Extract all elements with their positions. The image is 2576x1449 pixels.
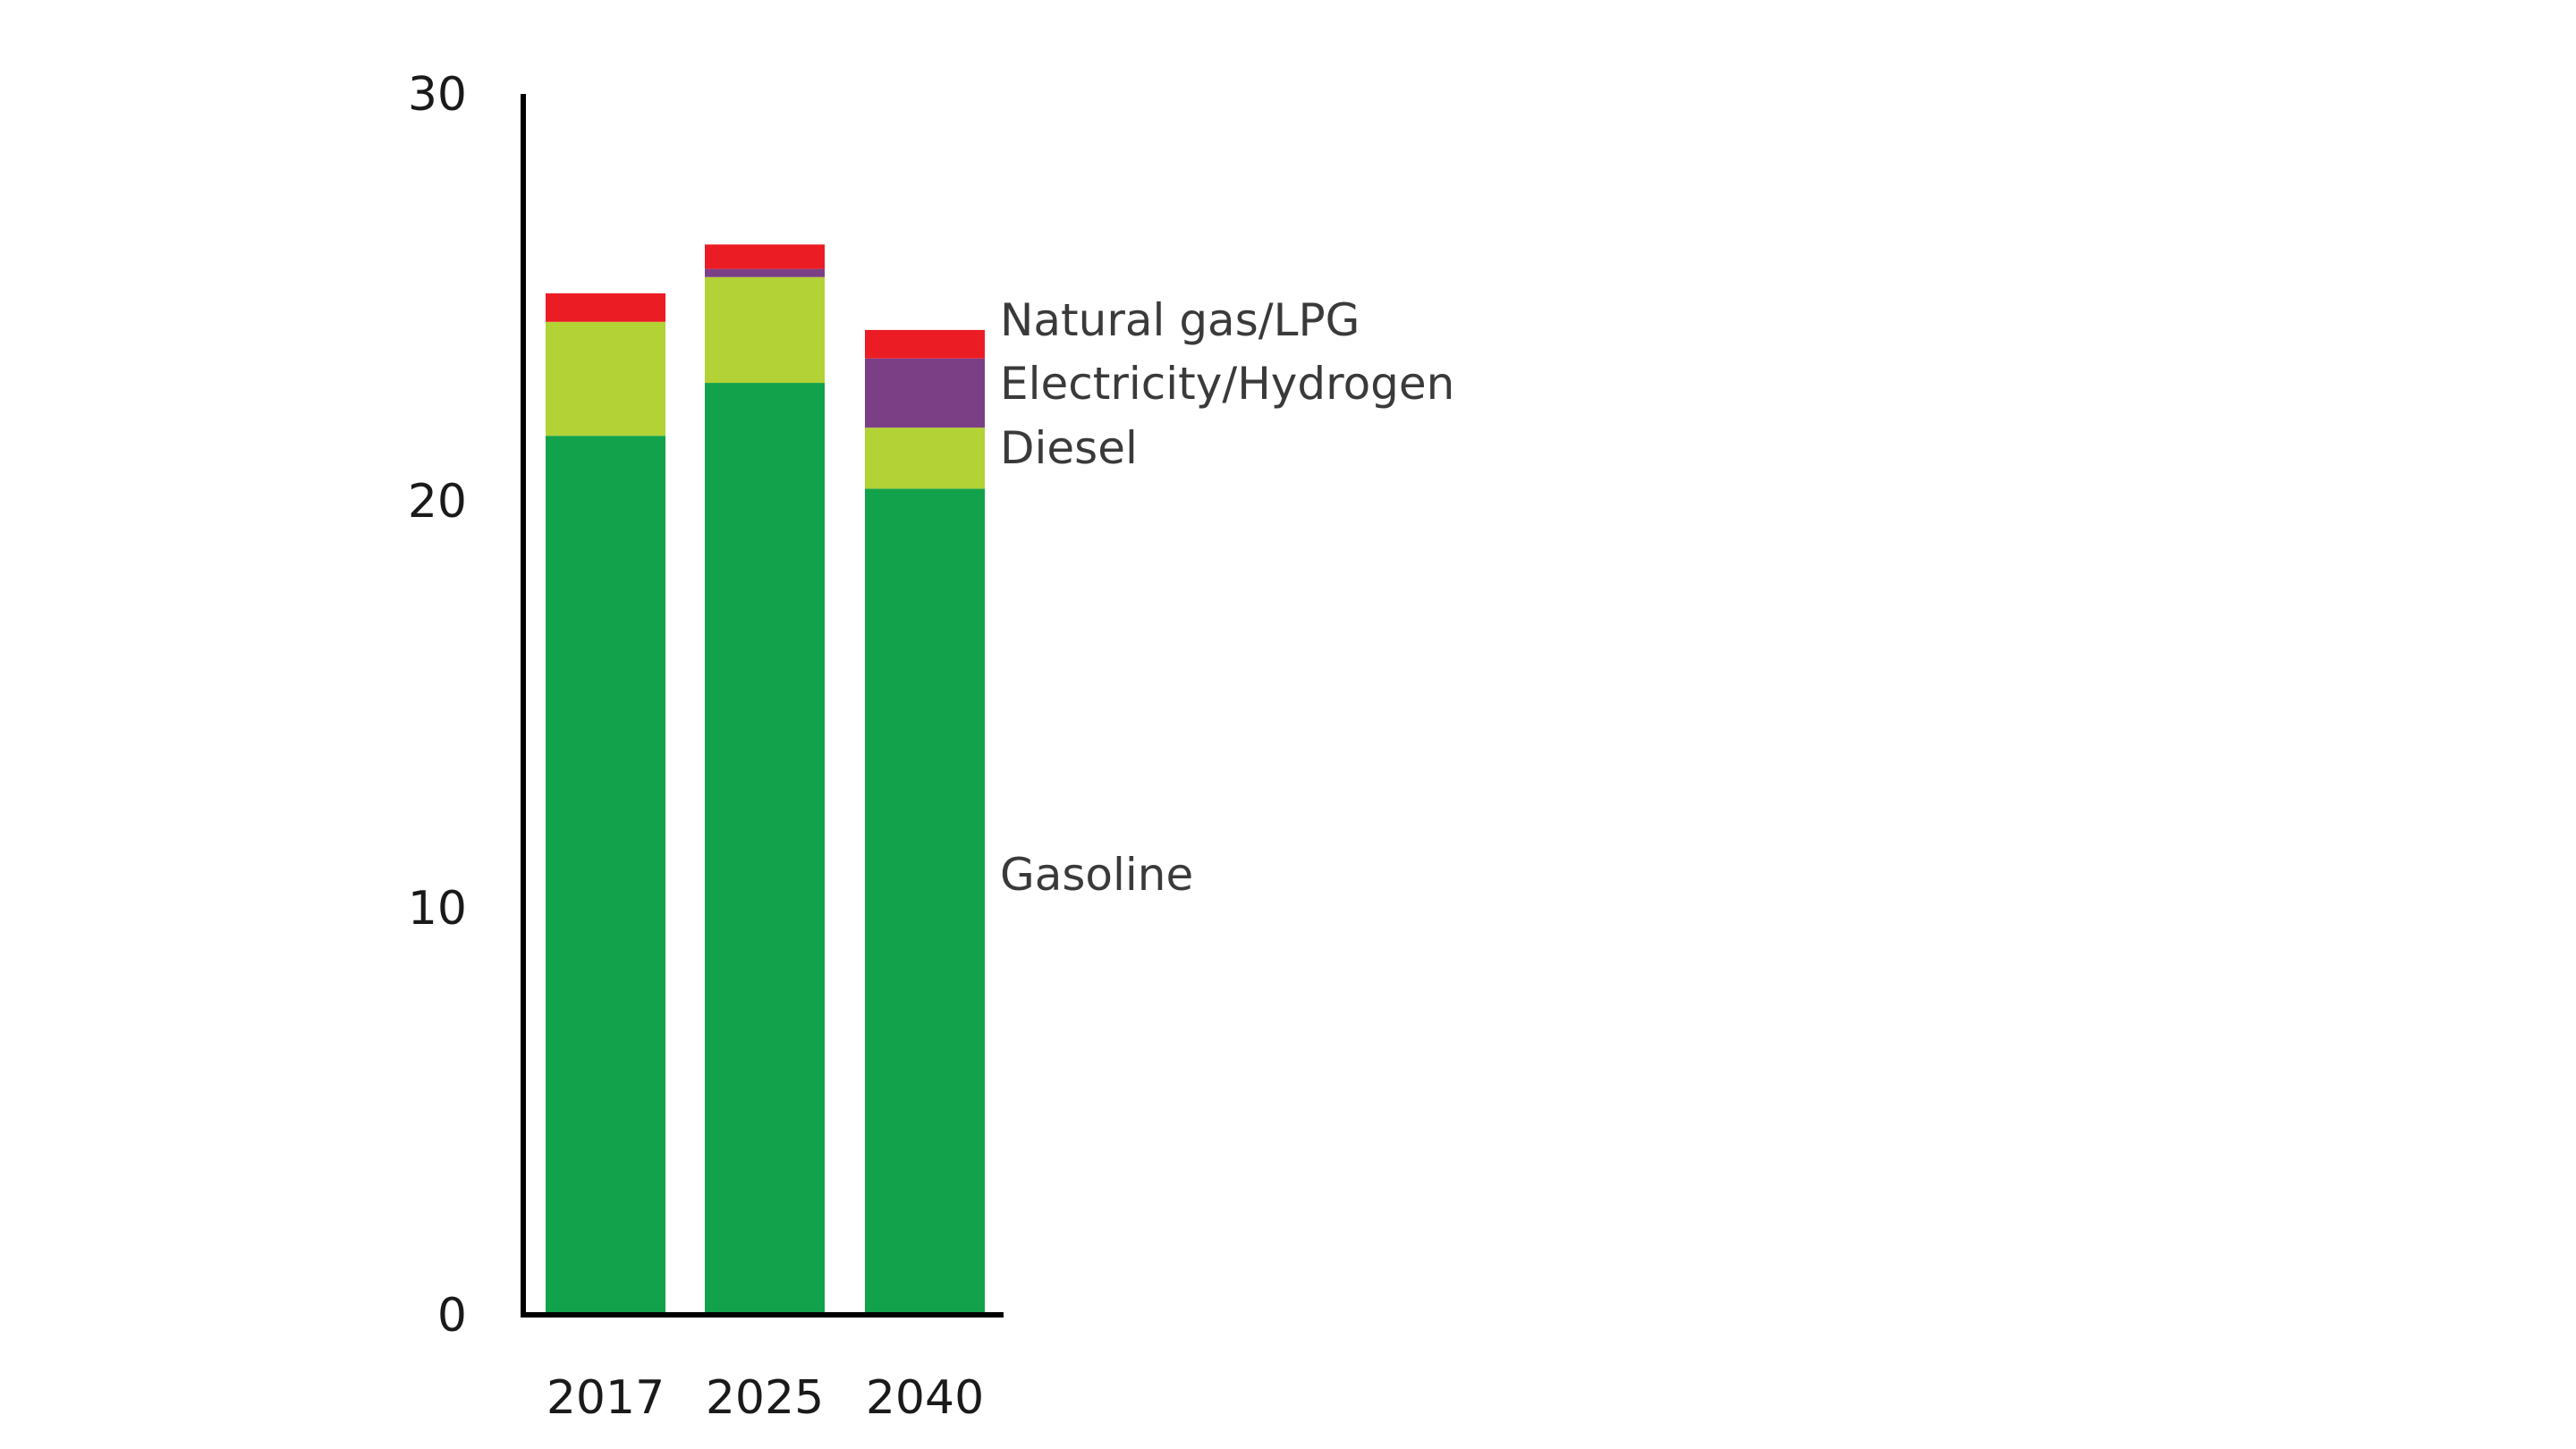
bar-segment-2040-gasoline xyxy=(865,488,985,1315)
y-tick-labels: 0 10 20 30 xyxy=(408,68,467,1343)
x-tick-label: 2025 xyxy=(706,1371,824,1425)
y-tick-label: 20 xyxy=(408,475,467,529)
legend-label-gasoline: Gasoline xyxy=(1000,849,1193,901)
y-tick-label: 10 xyxy=(408,882,467,936)
y-tick-label: 30 xyxy=(408,68,467,122)
bar-segment-2025-diesel xyxy=(705,276,825,384)
legend-label-electricity-hydrogen: Electricity/Hydrogen xyxy=(1000,358,1454,410)
x-tick-labels: 2017 2025 2040 xyxy=(547,1371,984,1425)
bar-segment-2040-electricity-hydrogen xyxy=(865,358,985,428)
bar-segment-2017-gasoline xyxy=(546,436,665,1315)
bar-segment-2025-natural-gas-lpg xyxy=(705,244,825,269)
x-tick-label: 2017 xyxy=(547,1371,665,1425)
bar-segment-2017-natural-gas-lpg xyxy=(546,292,665,322)
bar-segment-2040-diesel xyxy=(865,428,985,489)
y-tick-label: 0 xyxy=(437,1289,467,1343)
legend-label-diesel: Diesel xyxy=(1000,422,1138,474)
legend-label-natural-gas-lpg: Natural gas/LPG xyxy=(1000,294,1360,346)
x-tick-label: 2040 xyxy=(866,1371,984,1425)
bar-segment-2040-natural-gas-lpg xyxy=(865,329,985,359)
bars-group xyxy=(546,244,985,1315)
bar-segment-2017-diesel xyxy=(546,321,665,436)
bar-segment-2025-electricity-hydrogen xyxy=(705,268,825,277)
series-labels: Gasoline Diesel Electricity/Hydrogen Natura… xyxy=(1000,294,1454,901)
bar-segment-2025-gasoline xyxy=(705,383,825,1315)
